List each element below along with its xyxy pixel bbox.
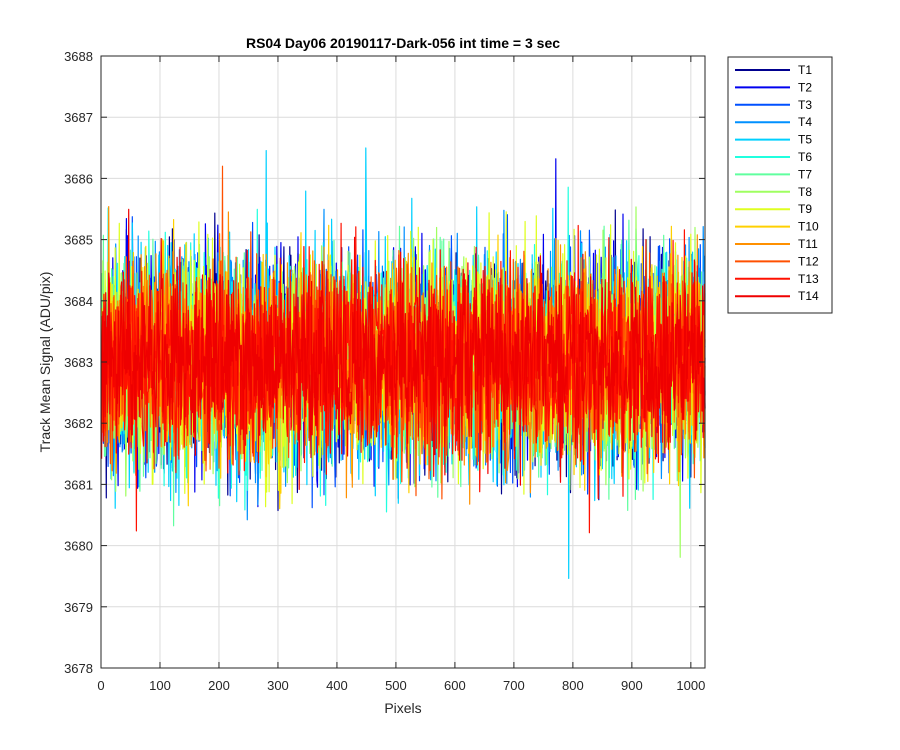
y-tick-label: 3678 bbox=[64, 661, 93, 676]
y-tick-label: 3686 bbox=[64, 171, 93, 186]
legend-label-T3: T3 bbox=[798, 98, 812, 112]
x-tick-label: 800 bbox=[562, 678, 584, 693]
y-tick-label: 3682 bbox=[64, 416, 93, 431]
legend-label-T9: T9 bbox=[798, 202, 812, 216]
x-tick-label: 300 bbox=[267, 678, 289, 693]
legend-label-T7: T7 bbox=[798, 167, 812, 181]
legend-label-T10: T10 bbox=[798, 220, 819, 234]
x-tick-label: 900 bbox=[621, 678, 643, 693]
y-tick-label: 3688 bbox=[64, 49, 93, 64]
x-tick-label: 100 bbox=[149, 678, 171, 693]
x-axis: 0 100 200 300 400 500 600 700 800 900 1000 bbox=[97, 56, 705, 693]
x-tick-label: 200 bbox=[208, 678, 230, 693]
series-line-T14 bbox=[101, 208, 706, 490]
y-tick-label: 3680 bbox=[64, 539, 93, 554]
x-tick-label: 500 bbox=[385, 678, 407, 693]
x-tick-label: 400 bbox=[326, 678, 348, 693]
legend: T1 T2 T3 T4 T5 T6 T7 T8 T9 T10 T11 T12 T13 T14 bbox=[727, 56, 833, 314]
legend-label-T2: T2 bbox=[798, 80, 812, 94]
y-tick-label: 3683 bbox=[64, 355, 93, 370]
chart-title: RS04 Day06 20190117-Dark-056 int time = … bbox=[246, 35, 560, 51]
legend-label-T8: T8 bbox=[798, 185, 812, 199]
y-tick-label: 3681 bbox=[64, 477, 93, 492]
x-tick-label: 600 bbox=[444, 678, 466, 693]
legend-label-T11: T11 bbox=[798, 237, 818, 251]
x-axis-label: Pixels bbox=[384, 700, 421, 716]
series-group bbox=[101, 147, 706, 579]
y-tick-label: 3687 bbox=[64, 110, 93, 125]
legend-label-T5: T5 bbox=[798, 133, 812, 147]
x-tick-label: 1000 bbox=[676, 678, 705, 693]
y-axis-label: Track Mean Signal (ADU/pix) bbox=[37, 272, 53, 453]
x-tick-label: 700 bbox=[503, 678, 525, 693]
y-tick-label: 3685 bbox=[64, 233, 93, 248]
legend-box bbox=[727, 56, 833, 314]
series-line-T13 bbox=[101, 222, 706, 534]
y-tick-label: 3679 bbox=[64, 600, 93, 615]
legend-label-T13: T13 bbox=[798, 272, 819, 286]
legend-label-T14: T14 bbox=[798, 289, 819, 303]
x-tick-label: 0 bbox=[97, 678, 104, 693]
legend-label-T6: T6 bbox=[798, 150, 812, 164]
y-axis: 3678 3679 3680 3681 3682 3683 3684 3685 3686 3687… bbox=[64, 49, 705, 676]
legend-label-T1: T1 bbox=[798, 63, 812, 77]
y-tick-label: 3684 bbox=[64, 294, 93, 309]
legend-label-T12: T12 bbox=[798, 254, 819, 268]
legend-label-T4: T4 bbox=[798, 115, 812, 129]
